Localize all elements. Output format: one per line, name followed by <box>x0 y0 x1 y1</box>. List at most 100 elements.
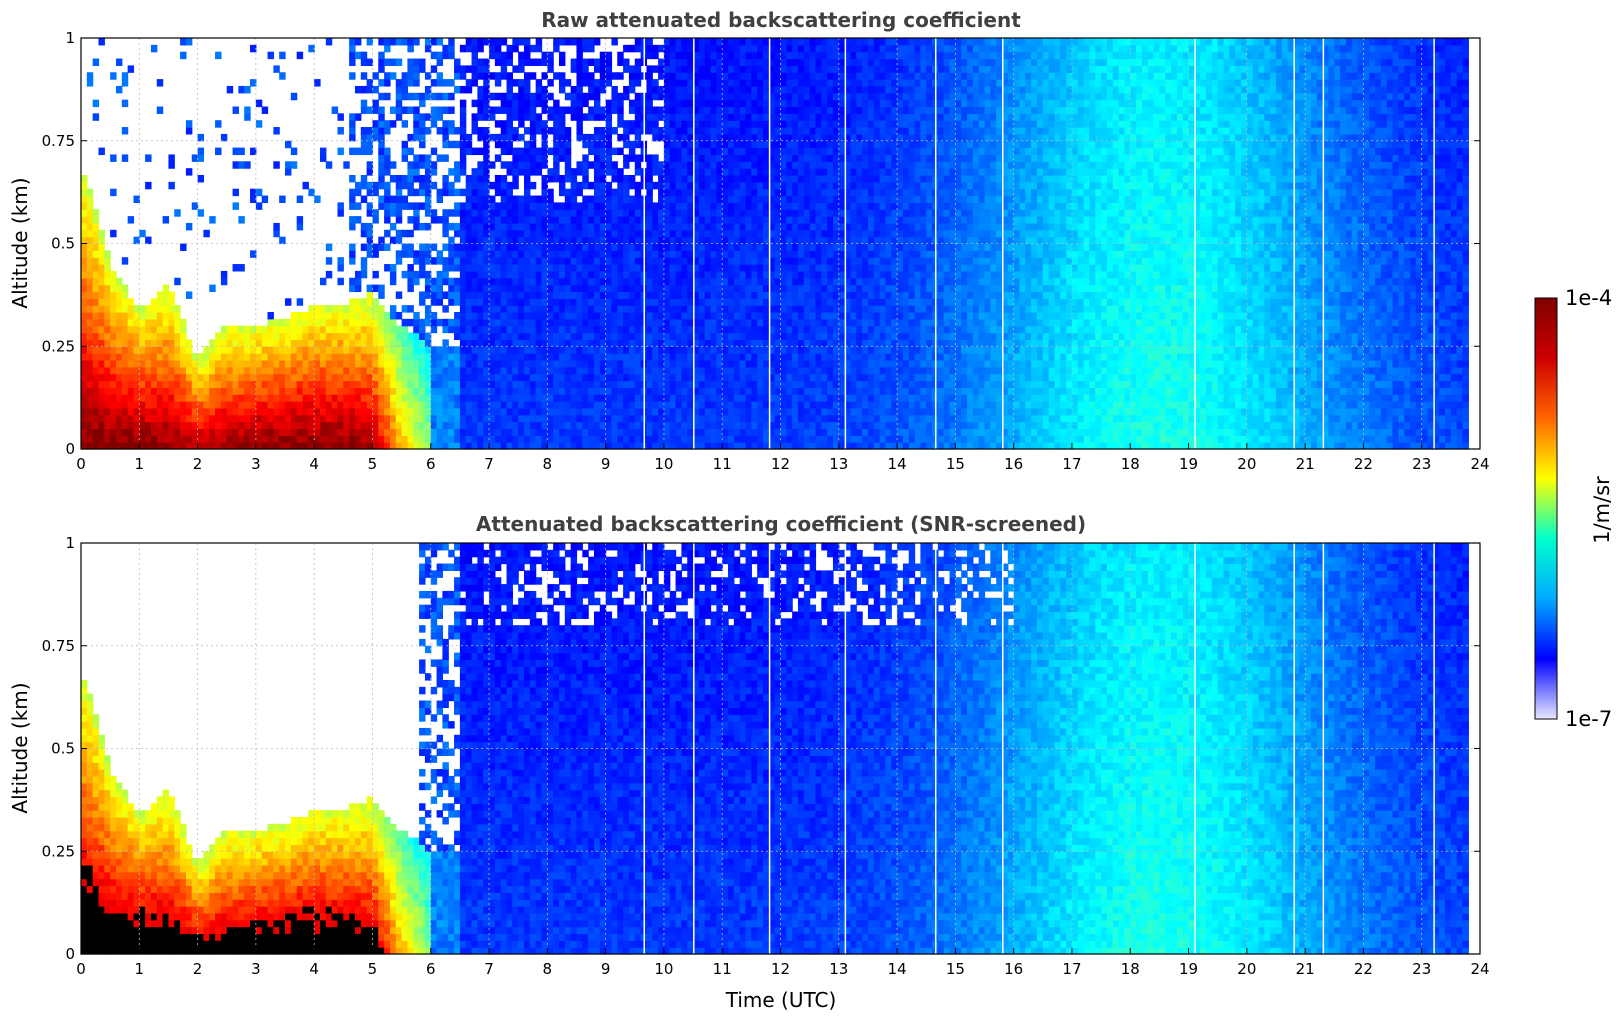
heatmap-cell <box>372 189 378 196</box>
heatmap-cell <box>553 230 559 237</box>
heatmap-cell <box>361 408 367 415</box>
heatmap-cell <box>530 367 536 374</box>
heatmap-cell <box>442 182 448 189</box>
heatmap-cell <box>576 230 582 237</box>
heatmap-cell <box>448 209 454 216</box>
heatmap-cell <box>396 387 402 394</box>
heatmap-cell <box>431 244 437 251</box>
heatmap-cell <box>547 346 553 353</box>
heatmap-cell <box>367 107 373 114</box>
heatmap-cell <box>297 360 303 367</box>
heatmap-cell <box>512 154 518 161</box>
heatmap-cell <box>512 65 518 72</box>
heatmap-cell <box>396 230 402 237</box>
heatmap-cell <box>466 415 472 422</box>
heatmap-cell <box>285 141 291 148</box>
heatmap-cell <box>355 435 361 442</box>
heatmap-cell <box>571 107 577 114</box>
heatmap-cell <box>501 353 507 360</box>
heatmap-cell <box>337 435 343 442</box>
heatmap-cell <box>384 202 390 209</box>
heatmap-cell <box>372 401 378 408</box>
heatmap-cell <box>349 422 355 429</box>
heatmap-cell <box>361 223 367 230</box>
heatmap-cell <box>116 319 122 326</box>
heatmap-cell <box>419 435 425 442</box>
heatmap-cell <box>530 202 536 209</box>
heatmap-cell <box>285 394 291 401</box>
heatmap-cell <box>256 435 262 442</box>
heatmap-cell <box>472 428 478 435</box>
heatmap-cell <box>337 353 343 360</box>
heatmap-cell <box>413 353 419 360</box>
heatmap-cell <box>227 381 233 388</box>
heatmap-cell <box>512 93 518 100</box>
heatmap-cell <box>168 428 174 435</box>
heatmap-cell <box>180 339 186 346</box>
heatmap-cell <box>168 422 174 429</box>
heatmap-cell <box>320 353 326 360</box>
heatmap-cell <box>472 237 478 244</box>
heatmap-cell <box>326 271 332 278</box>
heatmap-cell <box>501 59 507 66</box>
heatmap-cell <box>233 346 239 353</box>
heatmap-cell <box>565 291 571 298</box>
heatmap-cell <box>343 353 349 360</box>
heatmap-cell <box>419 93 425 100</box>
heatmap-cell <box>501 120 507 127</box>
heatmap-cell <box>233 367 239 374</box>
heatmap-cell <box>553 326 559 333</box>
heatmap-cell <box>180 428 186 435</box>
heatmap-cell <box>407 394 413 401</box>
heatmap-cell <box>378 168 384 175</box>
heatmap-cell <box>571 93 577 100</box>
heatmap-cell <box>407 216 413 223</box>
heatmap-cell <box>297 374 303 381</box>
heatmap-cell <box>576 346 582 353</box>
heatmap-cell <box>372 367 378 374</box>
heatmap-cell <box>588 45 594 52</box>
heatmap-cell <box>273 161 279 168</box>
heatmap-cell <box>378 244 384 251</box>
heatmap-cell <box>542 107 548 114</box>
heatmap-cell <box>390 353 396 360</box>
heatmap-cell <box>291 415 297 422</box>
heatmap-cell <box>454 127 460 134</box>
heatmap-cell <box>215 148 221 155</box>
heatmap-cell <box>547 52 553 59</box>
heatmap-cell <box>337 346 343 353</box>
heatmap-cell <box>507 264 513 271</box>
heatmap-cell <box>145 353 151 360</box>
heatmap-cell <box>157 422 163 429</box>
heatmap-cell <box>431 120 437 127</box>
heatmap-cell <box>244 415 250 422</box>
heatmap-cell <box>582 346 588 353</box>
heatmap-cell <box>233 415 239 422</box>
heatmap-cell <box>576 367 582 374</box>
heatmap-cell <box>530 154 536 161</box>
heatmap-cell <box>477 408 483 415</box>
heatmap-cell <box>582 374 588 381</box>
heatmap-cell <box>594 422 600 429</box>
heatmap-cell <box>460 435 466 442</box>
heatmap-cell <box>128 408 134 415</box>
heatmap-cell <box>355 374 361 381</box>
heatmap-cell <box>489 401 495 408</box>
heatmap-cell <box>518 346 524 353</box>
heatmap-cell <box>553 298 559 305</box>
heatmap-cell <box>256 202 262 209</box>
heatmap-cell <box>174 278 180 285</box>
heatmap-cell <box>419 100 425 107</box>
heatmap-cell <box>297 298 303 305</box>
heatmap-cell <box>303 394 309 401</box>
heatmap-cell <box>110 401 116 408</box>
heatmap-cell <box>186 401 192 408</box>
heatmap-cell <box>291 401 297 408</box>
heatmap-cell <box>355 394 361 401</box>
heatmap-cell <box>576 79 582 86</box>
heatmap-cell <box>466 257 472 264</box>
heatmap-cell <box>524 333 530 340</box>
heatmap-cell <box>437 107 443 114</box>
heatmap-cell <box>565 230 571 237</box>
heatmap-cell <box>303 360 309 367</box>
